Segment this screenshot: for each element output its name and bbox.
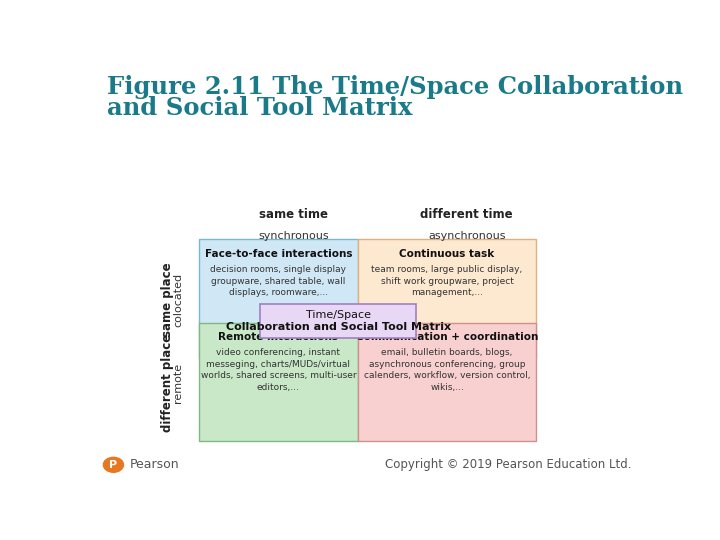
Text: Collaboration and Social Tool Matrix: Collaboration and Social Tool Matrix xyxy=(226,321,451,332)
FancyBboxPatch shape xyxy=(358,322,536,441)
Text: Remote interactions: Remote interactions xyxy=(218,332,338,342)
Text: same time: same time xyxy=(259,208,328,221)
FancyBboxPatch shape xyxy=(260,304,416,339)
Text: synchronous: synchronous xyxy=(258,231,329,241)
Text: Continuous task: Continuous task xyxy=(400,248,495,259)
Text: Communication + coordination: Communication + coordination xyxy=(356,332,539,342)
FancyBboxPatch shape xyxy=(199,239,358,358)
Text: P: P xyxy=(109,460,117,470)
Text: email, bulletin boards, blogs,
asynchronous conferencing, group
calenders, workf: email, bulletin boards, blogs, asynchron… xyxy=(364,348,531,392)
Text: video conferencing, instant
messeging, charts/MUDs/virtual
worlds, shared screen: video conferencing, instant messeging, c… xyxy=(200,348,356,392)
FancyBboxPatch shape xyxy=(199,322,358,441)
Text: same place: same place xyxy=(161,262,174,337)
Text: remote: remote xyxy=(174,363,183,403)
Text: different time: different time xyxy=(420,208,513,221)
Text: decision rooms, single display
groupware, shared table, wall
displays, roomware,: decision rooms, single display groupware… xyxy=(210,265,346,297)
FancyBboxPatch shape xyxy=(358,239,536,358)
Circle shape xyxy=(104,457,124,472)
Text: asynchronous: asynchronous xyxy=(428,231,505,241)
Text: Face-to-face interactions: Face-to-face interactions xyxy=(204,248,352,259)
Text: Copyright © 2019 Pearson Education Ltd.: Copyright © 2019 Pearson Education Ltd. xyxy=(384,458,631,471)
Text: Time/Space: Time/Space xyxy=(306,310,371,320)
Text: Figure 2.11 The Time/Space Collaboration: Figure 2.11 The Time/Space Collaboration xyxy=(107,75,683,99)
Text: and Social Tool Matrix: and Social Tool Matrix xyxy=(107,96,413,120)
Text: colocated: colocated xyxy=(174,273,183,327)
Text: Pearson: Pearson xyxy=(130,458,180,471)
Text: team rooms, large public display,
shift work groupware, project
management,...: team rooms, large public display, shift … xyxy=(372,265,523,297)
Text: different place: different place xyxy=(161,334,174,432)
